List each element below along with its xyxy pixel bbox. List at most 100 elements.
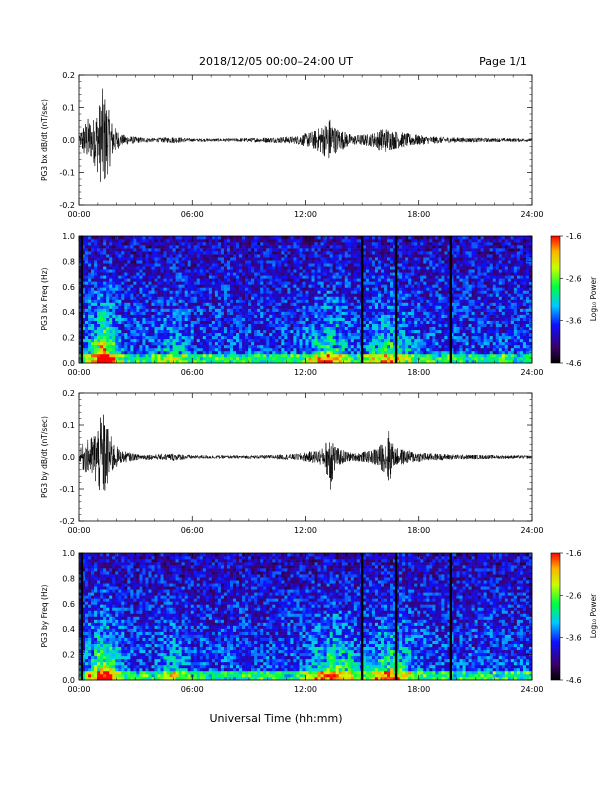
heatmap-cell (136, 300, 139, 303)
heatmap-cell (130, 284, 133, 287)
heatmap-cell (278, 260, 281, 263)
heatmap-cell (306, 296, 309, 299)
heatmap-cell (158, 254, 161, 257)
heatmap-cell (312, 303, 315, 306)
heatmap-cell (161, 354, 164, 357)
heatmap-cell (345, 296, 348, 299)
heatmap-cell (158, 269, 161, 272)
heatmap-cell (284, 300, 287, 303)
heatmap-cell (106, 272, 109, 275)
heatmap-cell (182, 257, 185, 260)
heatmap-cell (118, 263, 121, 266)
heatmap-cell (315, 293, 318, 296)
heatmap-cell (399, 333, 402, 336)
heatmap-cell (103, 269, 106, 272)
heatmap-cell (188, 245, 191, 248)
heatmap-cell (236, 318, 239, 321)
heatmap-cell (100, 351, 103, 354)
heatmap-cell (127, 345, 130, 348)
heatmap-cell (408, 336, 411, 339)
heatmap-cell (194, 296, 197, 299)
heatmap-cell (185, 318, 188, 321)
heatmap-cell (254, 318, 257, 321)
heatmap-cell (366, 354, 369, 357)
heatmap-cell (333, 275, 336, 278)
heatmap-cell (136, 339, 139, 342)
heatmap-cell (315, 357, 318, 360)
heatmap-cell (142, 278, 145, 281)
heatmap-cell (115, 354, 118, 357)
heatmap-cell (339, 309, 342, 312)
heatmap-cell (151, 263, 154, 266)
heatmap-cell (339, 303, 342, 306)
heatmap-cell (118, 312, 121, 315)
heatmap-cell (390, 321, 393, 324)
heatmap-cell (290, 242, 293, 245)
heatmap-cell (269, 278, 272, 281)
heatmap-cell (182, 236, 185, 239)
heatmap-cell (315, 354, 318, 357)
heatmap-cell (218, 303, 221, 306)
heatmap-cell (327, 336, 330, 339)
heatmap-cell (327, 284, 330, 287)
heatmap-cell (339, 257, 342, 260)
heatmap-cell (230, 263, 233, 266)
heatmap-cell (333, 266, 336, 269)
heatmap-cell (218, 245, 221, 248)
heatmap-cell (411, 306, 414, 309)
heatmap-cell (296, 315, 299, 318)
heatmap-cell (381, 281, 384, 284)
heatmap-cell (236, 333, 239, 336)
heatmap-cell (191, 327, 194, 330)
heatmap-cell (372, 260, 375, 263)
heatmap-cell (336, 248, 339, 251)
heatmap-cell (94, 272, 97, 275)
heatmap-cell (212, 303, 215, 306)
heatmap-cell (426, 296, 429, 299)
heatmap-cell (176, 269, 179, 272)
heatmap-cell (85, 284, 88, 287)
heatmap-cell (399, 312, 402, 315)
heatmap-cell (94, 275, 97, 278)
heatmap-cell (405, 284, 408, 287)
heatmap-cell (209, 296, 212, 299)
heatmap-cell (88, 303, 91, 306)
heatmap-cell (333, 321, 336, 324)
heatmap-cell (215, 315, 218, 318)
heatmap-cell (182, 245, 185, 248)
y-tick-label: 0.2 (62, 71, 75, 80)
heatmap-cell (245, 333, 248, 336)
heatmap-cell (88, 318, 91, 321)
heatmap-cell (278, 275, 281, 278)
heatmap-cell (287, 309, 290, 312)
heatmap-cell (251, 324, 254, 327)
heatmap-cell (209, 318, 212, 321)
heatmap-cell (239, 357, 242, 360)
heatmap-cell (176, 354, 179, 357)
heatmap-cell (118, 269, 121, 272)
heatmap-cell (408, 296, 411, 299)
heatmap-cell (369, 357, 372, 360)
heatmap-cell (254, 278, 257, 281)
heatmap-cell (293, 345, 296, 348)
heatmap-cell (266, 321, 269, 324)
heatmap-cell (221, 236, 224, 239)
heatmap-cell (151, 300, 154, 303)
heatmap-cell (287, 239, 290, 242)
heatmap-cell (179, 348, 182, 351)
heatmap-cell (375, 315, 378, 318)
heatmap-cell (155, 248, 158, 251)
heatmap-cell (188, 333, 191, 336)
heatmap-cell (384, 284, 387, 287)
heatmap-cell (306, 327, 309, 330)
heatmap-cell (287, 284, 290, 287)
heatmap-cell (309, 263, 312, 266)
heatmap-cell (354, 333, 357, 336)
heatmap-cell (112, 281, 115, 284)
heatmap-cell (420, 269, 423, 272)
heatmap-cell (88, 269, 91, 272)
heatmap-cell (345, 257, 348, 260)
heatmap-cell (230, 321, 233, 324)
heatmap-cell (182, 266, 185, 269)
heatmap-cell (296, 281, 299, 284)
